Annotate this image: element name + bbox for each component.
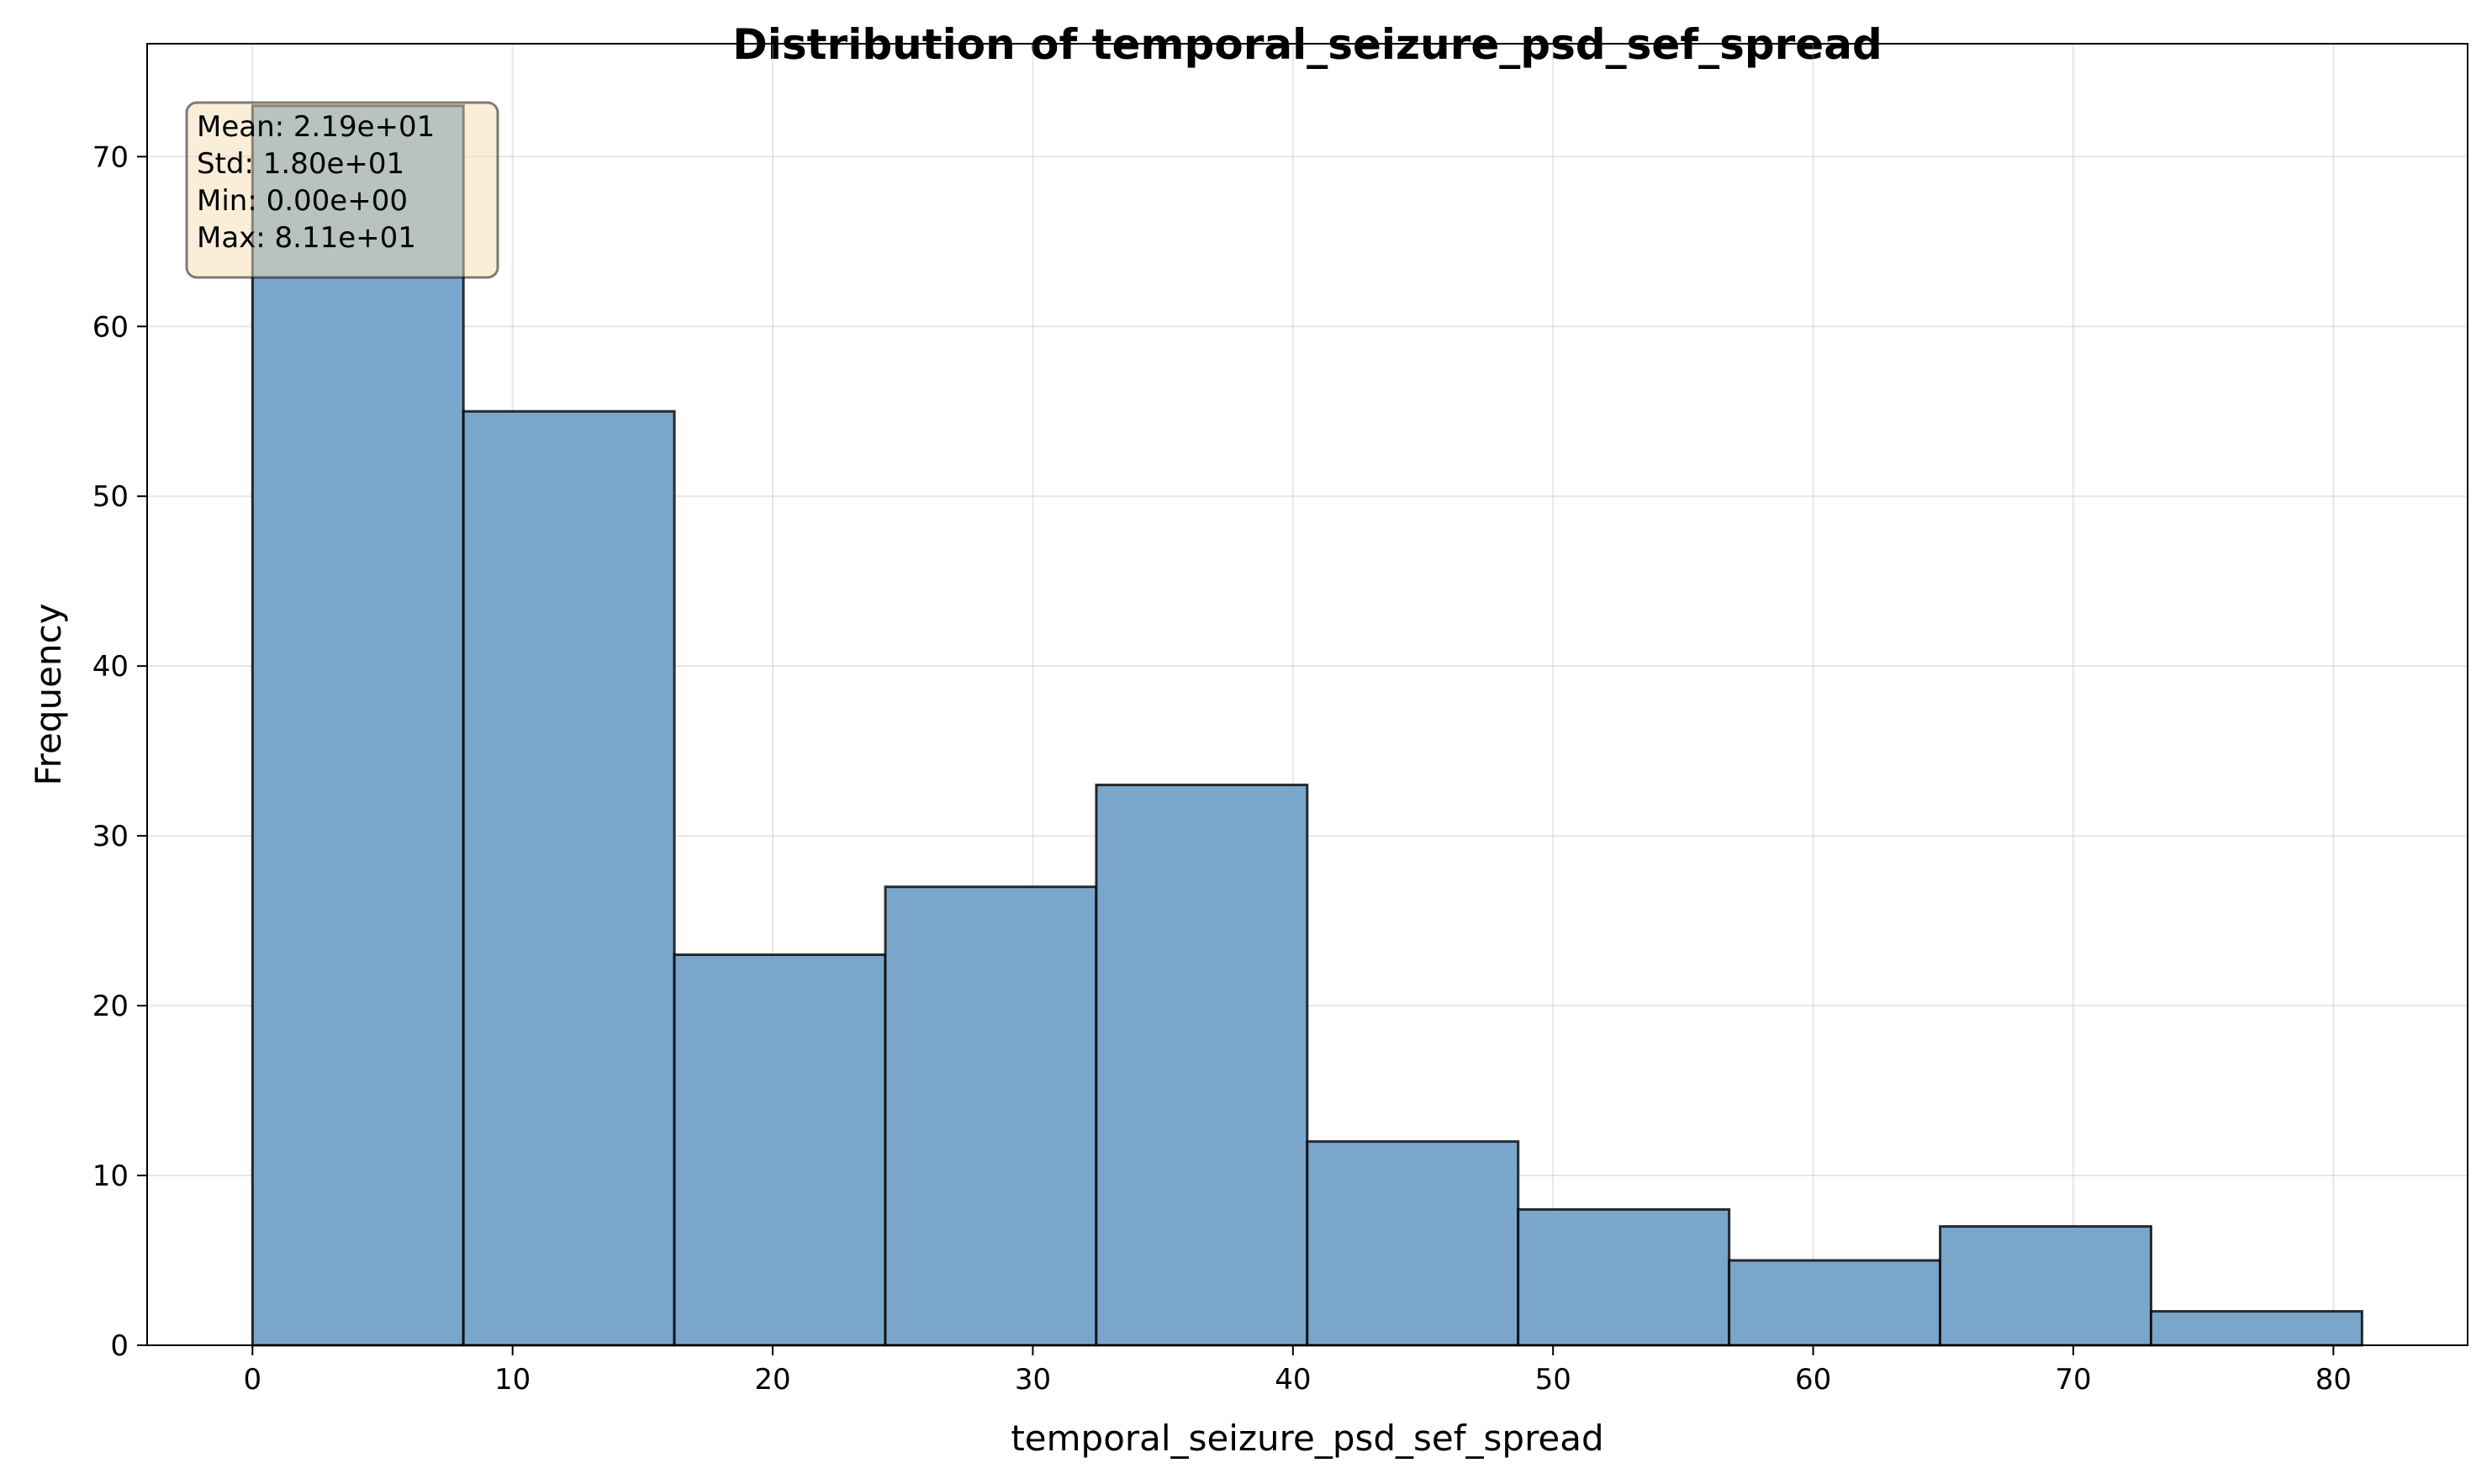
y-axis-ticks: 0 10 20 30 40 50 60 70 [92,140,147,1363]
y-tick-label: 50 [92,480,129,514]
histogram-bar [1939,1225,2152,1347]
y-tick-label: 60 [92,310,129,344]
stats-line: Mean: 2.19e+01 [197,110,435,144]
x-axis-ticks: 0 10 20 30 40 50 60 70 80 [243,1345,2352,1397]
histogram-bar [673,953,887,1347]
x-tick-label: 30 [1015,1363,1051,1397]
y-tick-label: 0 [110,1329,129,1363]
y-tick-label: 20 [92,990,129,1023]
histogram-bar [462,409,676,1347]
stats-line: Std: 1.80e+01 [197,147,404,181]
x-tick-label: 10 [494,1363,531,1397]
x-tick-label: 70 [2055,1363,2091,1397]
histogram-bar [2149,1310,2363,1347]
y-tick-label: 40 [92,650,129,684]
histogram-bars [251,104,2363,1347]
y-axis-label: Frequency [28,604,69,786]
histogram-bar [1306,1140,1520,1347]
x-tick-label: 20 [754,1363,790,1397]
x-tick-label: 80 [2315,1363,2352,1397]
x-tick-label: 60 [1795,1363,1831,1397]
stats-line: Min: 0.00e+00 [197,184,408,218]
histogram-bar [1517,1207,1731,1347]
y-tick-label: 30 [92,820,129,853]
stats-box-background [185,101,499,279]
histogram-bar [884,885,1098,1347]
x-tick-label: 40 [1275,1363,1311,1397]
histogram-bar [251,104,465,1347]
y-tick-label: 10 [92,1159,129,1193]
x-axis-label: temporal_seizure_psd_sef_spread [1011,1418,1603,1459]
plot-frame [146,43,2468,1346]
histogram-bar [1095,784,1309,1347]
x-tick-label: 0 [243,1363,261,1397]
stats-line: Max: 8.11e+01 [197,221,416,255]
y-tick-label: 70 [92,140,129,174]
histogram-bar [1728,1259,1942,1347]
x-tick-label: 50 [1535,1363,1571,1397]
